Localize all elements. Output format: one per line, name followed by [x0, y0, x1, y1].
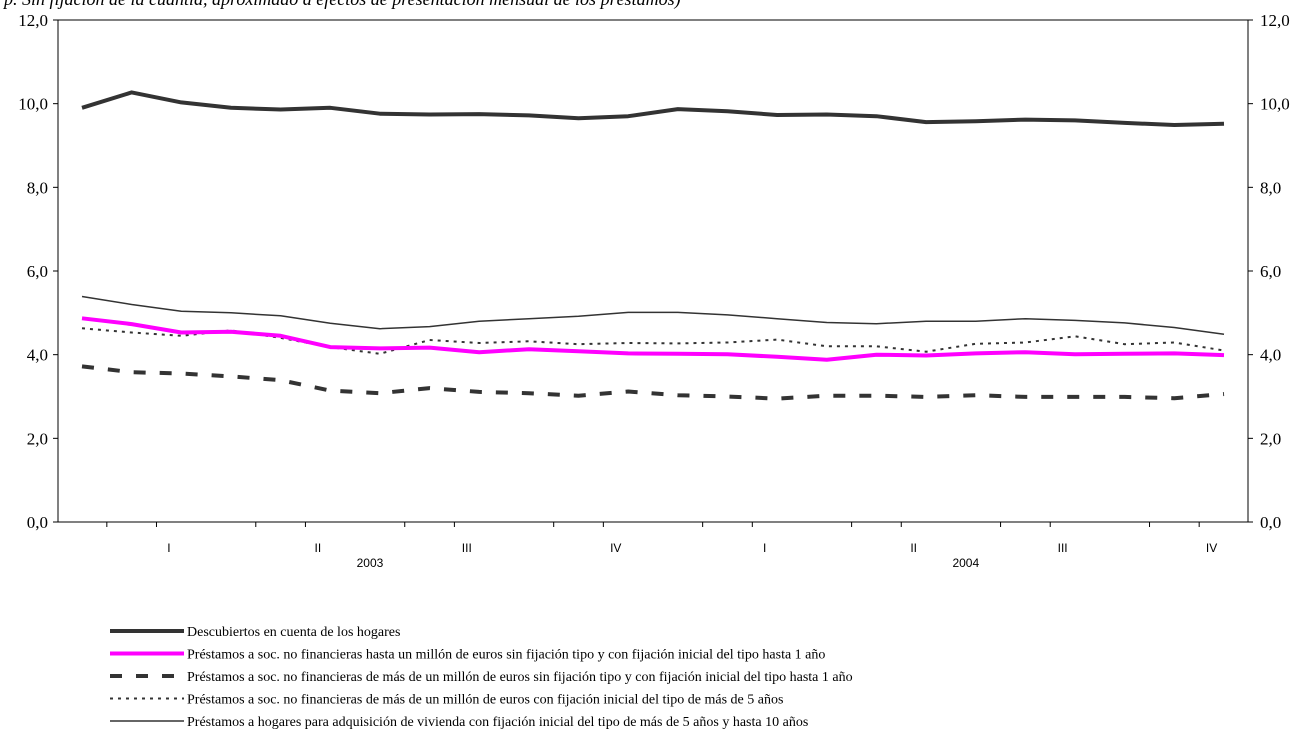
y-tick-label-right: 2,0: [1260, 429, 1281, 448]
series-line-3: [81, 364, 1225, 401]
x-quarter-label: I: [167, 541, 170, 555]
x-quarter-label: III: [1058, 541, 1068, 555]
legend-label-4: Préstamos a soc. no financieras de más d…: [187, 693, 783, 708]
x-quarter-label: II: [315, 541, 322, 555]
y-tick-label-left: 10,0: [18, 95, 48, 114]
y-axis-left: 0,0 2,0 4,0 6,0 8,0 10,0 12,0: [18, 11, 58, 532]
x-quarter-label: IV: [610, 541, 621, 555]
x-quarter-label: II: [910, 541, 917, 555]
legend-label-5: Préstamos a hogares para adquisición de …: [187, 715, 808, 730]
series-line-5: [81, 295, 1225, 335]
legend-label-3: Préstamos a soc. no financieras de más d…: [187, 670, 853, 685]
y-tick-label-left: 4,0: [27, 346, 48, 365]
y-tick-label-right: 8,0: [1260, 178, 1281, 197]
x-quarter-label: III: [462, 541, 472, 555]
y-tick-label-left: 8,0: [27, 178, 48, 197]
plot-frame: [57, 19, 1249, 523]
y-tick-label-right: 10,0: [1260, 95, 1290, 114]
y-tick-label-left: 12,0: [18, 11, 48, 30]
legend: Descubiertos en cuenta de los hogares Pré…: [110, 625, 853, 730]
series-line-2: [81, 316, 1225, 362]
legend-label-2: Préstamos a soc. no financieras hasta un…: [187, 648, 825, 663]
series-layer: [81, 90, 1225, 401]
y-tick-label-left: 0,0: [27, 513, 48, 532]
x-quarter-label: IV: [1206, 541, 1217, 555]
legend-label-1: Descubiertos en cuenta de los hogares: [187, 625, 400, 640]
x-year-label: 2003: [357, 556, 384, 570]
chart-title: p. Sin fijación de la cuantía, aproximad…: [2, 0, 681, 10]
y-tick-label-right: 4,0: [1260, 346, 1281, 365]
y-tick-label-left: 6,0: [27, 262, 48, 281]
x-year-label: 2004: [952, 556, 979, 570]
y-tick-label-left: 2,0: [27, 429, 48, 448]
y-tick-label-right: 0,0: [1260, 513, 1281, 532]
y-axis-right: 0,0 2,0 4,0 6,0 8,0 10,0 12,0: [1248, 11, 1290, 532]
x-quarter-label: I: [763, 541, 766, 555]
y-tick-label-right: 6,0: [1260, 262, 1281, 281]
series-line-1: [81, 90, 1225, 127]
y-tick-label-right: 12,0: [1260, 11, 1290, 30]
